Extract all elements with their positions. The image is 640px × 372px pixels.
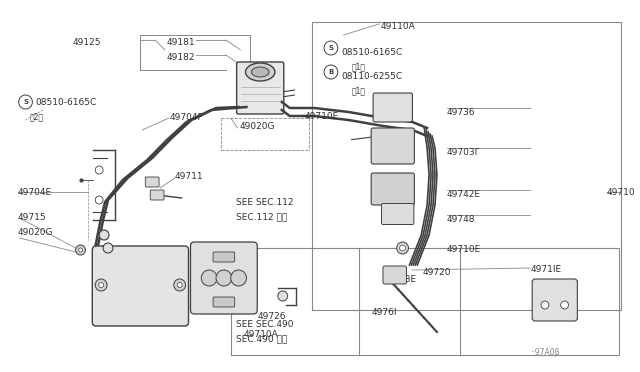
Text: S: S [328, 45, 333, 51]
Text: ＜1＞: ＜1＞ [351, 86, 365, 95]
Text: 49182: 49182 [167, 53, 195, 62]
Circle shape [19, 95, 33, 109]
FancyBboxPatch shape [92, 246, 189, 326]
Circle shape [76, 245, 85, 255]
Text: 49710: 49710 [607, 188, 636, 197]
Circle shape [95, 279, 107, 291]
FancyBboxPatch shape [191, 242, 257, 314]
Text: 49726: 49726 [257, 312, 286, 321]
Circle shape [202, 270, 217, 286]
Text: 49704F: 49704F [170, 113, 204, 122]
Circle shape [95, 196, 103, 204]
Circle shape [324, 65, 338, 79]
Circle shape [541, 301, 549, 309]
Text: 49742E: 49742E [447, 190, 481, 199]
Circle shape [95, 166, 103, 174]
Text: 08110-6255C: 08110-6255C [342, 72, 403, 81]
Text: 49704E: 49704E [18, 188, 52, 197]
Circle shape [397, 242, 408, 254]
Text: 49703Γ: 49703Γ [447, 148, 481, 157]
Text: 49710A: 49710A [243, 330, 278, 339]
Circle shape [99, 230, 109, 240]
Ellipse shape [252, 67, 269, 77]
Text: 49715: 49715 [18, 213, 46, 222]
Text: 49020G: 49020G [18, 228, 53, 237]
Text: SEC.490 参照: SEC.490 参照 [236, 334, 287, 343]
Circle shape [399, 245, 406, 251]
Ellipse shape [246, 63, 275, 81]
FancyBboxPatch shape [381, 203, 414, 224]
FancyBboxPatch shape [373, 93, 412, 122]
Text: 08510-6165C: 08510-6165C [342, 48, 403, 57]
Text: 49720: 49720 [422, 268, 451, 277]
FancyBboxPatch shape [371, 173, 414, 205]
Text: S: S [23, 99, 28, 105]
FancyBboxPatch shape [213, 297, 235, 307]
FancyBboxPatch shape [145, 177, 159, 187]
Text: 49736: 49736 [447, 108, 476, 117]
Text: 4971lE: 4971lE [530, 265, 561, 274]
Text: SEC.112 参照: SEC.112 参照 [236, 212, 287, 221]
Bar [231, 248, 619, 355]
Text: ··97A0β: ··97A0β [530, 348, 560, 357]
FancyBboxPatch shape [150, 190, 164, 200]
Text: SEE SEC.112: SEE SEC.112 [236, 198, 293, 207]
Circle shape [561, 301, 568, 309]
Text: 49181: 49181 [167, 38, 196, 47]
FancyBboxPatch shape [213, 252, 235, 262]
Circle shape [177, 282, 182, 288]
Bar [312, 22, 621, 310]
Text: ＜2＞: ＜2＞ [29, 112, 44, 121]
Text: B: B [328, 69, 333, 75]
Circle shape [99, 282, 104, 288]
Text: 49748: 49748 [447, 215, 476, 224]
FancyBboxPatch shape [371, 128, 414, 164]
Text: 4976l: 4976l [371, 308, 397, 317]
Circle shape [174, 279, 186, 291]
Text: 49110A: 49110A [381, 22, 416, 31]
Circle shape [79, 248, 83, 252]
Text: ＜1＞: ＜1＞ [351, 62, 365, 71]
Circle shape [324, 41, 338, 55]
Text: 49743E: 49743E [383, 275, 417, 284]
Text: 49020G: 49020G [239, 122, 275, 131]
Circle shape [103, 243, 113, 253]
Text: 49710E: 49710E [447, 245, 481, 254]
Text: SEE SEC.490: SEE SEC.490 [236, 320, 293, 329]
Circle shape [231, 270, 246, 286]
Circle shape [278, 291, 288, 301]
FancyBboxPatch shape [237, 62, 284, 114]
Text: 49710E: 49710E [305, 112, 339, 121]
FancyBboxPatch shape [383, 266, 406, 284]
Text: 49125: 49125 [72, 38, 101, 47]
Circle shape [216, 270, 232, 286]
Text: 08510-6165C: 08510-6165C [35, 98, 97, 107]
FancyBboxPatch shape [532, 279, 577, 321]
Text: 49711: 49711 [175, 172, 204, 181]
